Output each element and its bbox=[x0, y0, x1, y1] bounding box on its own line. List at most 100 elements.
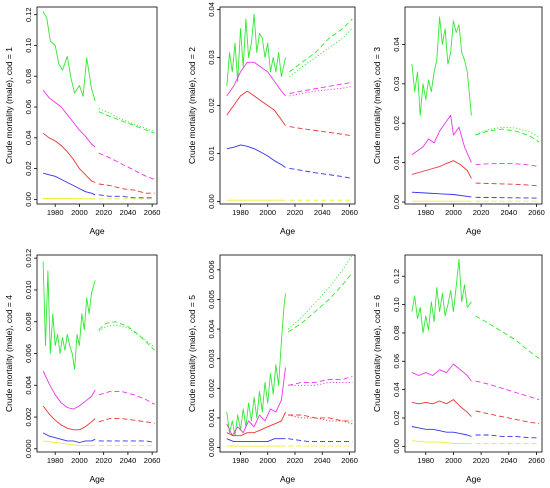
y-tick-label: 0.00 bbox=[207, 194, 216, 209]
series-red-dashed bbox=[98, 183, 155, 194]
x-tick-label: 2000 bbox=[445, 456, 462, 465]
series-magenta-dashed bbox=[475, 162, 540, 168]
x-tick-label: 1980 bbox=[47, 208, 64, 217]
y-tick-label: 0.08 bbox=[392, 326, 401, 341]
x-tick-label: 2040 bbox=[120, 208, 137, 217]
x-tick-label: 2040 bbox=[500, 208, 517, 217]
series-red-solid bbox=[411, 160, 472, 179]
y-tick-label: 0.000 bbox=[207, 438, 216, 457]
series-blue-solid bbox=[411, 426, 472, 437]
series-red-dashed bbox=[475, 182, 540, 187]
series-green-dotted bbox=[287, 254, 353, 330]
y-tick-label: 0.03 bbox=[392, 77, 401, 92]
series-blue-solid bbox=[226, 144, 286, 168]
x-tick-label: 2040 bbox=[120, 456, 137, 465]
x-tick-label: 2000 bbox=[71, 456, 88, 465]
x-axis-title: Age bbox=[89, 474, 104, 484]
panel-6: 1980 2000 2020 2040 2060 0.00 0.02 0.04 0.06 0.08… bbox=[372, 254, 545, 484]
x-tick-label: 2040 bbox=[314, 208, 331, 217]
y-tick-label: 0.04 bbox=[207, 2, 216, 17]
x-axis-title: Age bbox=[280, 474, 295, 484]
y-tick-label: 0.00 bbox=[392, 195, 401, 210]
x-tick-label: 2020 bbox=[473, 456, 490, 465]
series-red-dashed bbox=[288, 414, 353, 422]
plot-frame bbox=[404, 6, 543, 205]
y-axis-title: Crude mortality (male), cod = 1 bbox=[4, 47, 14, 164]
y-tick-label: 0.12 bbox=[24, 7, 33, 22]
series-green-dashed bbox=[475, 315, 540, 359]
x-tick-label: 2060 bbox=[528, 456, 545, 465]
series-red-dashed bbox=[289, 126, 353, 137]
y-axis-title: Crude mortality (male), cod = 5 bbox=[187, 295, 197, 412]
series-green-solid bbox=[411, 16, 472, 116]
series-green-solid bbox=[42, 11, 96, 102]
y-tick-label: 0.02 bbox=[24, 161, 33, 176]
plot-frame bbox=[404, 254, 543, 453]
series-green-dashed bbox=[287, 272, 353, 333]
plot-frame bbox=[219, 254, 356, 453]
series-green-dotted bbox=[98, 324, 155, 348]
y-tick-label: 0.012 bbox=[24, 249, 33, 268]
x-tick-label: 2000 bbox=[259, 208, 276, 217]
y-tick-label: 0.00 bbox=[24, 192, 33, 207]
y-tick-label: 0.002 bbox=[207, 379, 216, 398]
series-red-solid bbox=[42, 132, 96, 183]
y-tick-label: 0.006 bbox=[207, 260, 216, 279]
series-magenta-dashed bbox=[288, 376, 353, 386]
series-blue-dashed bbox=[98, 194, 155, 199]
series-blue-solid bbox=[42, 432, 96, 443]
series-magenta-solid bbox=[42, 89, 96, 148]
y-tick-label: 0.001 bbox=[207, 409, 216, 428]
series-green-dotted bbox=[289, 28, 353, 78]
series-magenta-solid bbox=[226, 367, 286, 437]
x-axis-title: Age bbox=[280, 226, 295, 236]
y-tick-label: 0.06 bbox=[24, 100, 33, 115]
series-red-dotted bbox=[288, 414, 353, 425]
series-magenta-dashed bbox=[475, 380, 540, 401]
y-tick-label: 0.004 bbox=[24, 376, 33, 395]
y-tick-label: 0.000 bbox=[24, 439, 33, 458]
y-tick-label: 0.10 bbox=[392, 297, 401, 312]
y-tick-label: 0.01 bbox=[207, 146, 216, 161]
series-blue-dashed bbox=[98, 440, 155, 443]
y-tick-label: 0.02 bbox=[392, 411, 401, 426]
x-tick-label: 2000 bbox=[71, 208, 88, 217]
x-tick-label: 2020 bbox=[95, 208, 112, 217]
series-red-dashed bbox=[475, 410, 540, 425]
series-magenta-solid bbox=[411, 363, 472, 382]
y-tick-label: 0.003 bbox=[207, 349, 216, 368]
plot-frame bbox=[36, 254, 158, 453]
series-yellow-solid bbox=[411, 440, 472, 444]
series-magenta-dashed bbox=[289, 81, 353, 94]
series-magenta-solid bbox=[411, 114, 472, 163]
series-magenta-solid bbox=[42, 370, 96, 410]
series-magenta-solid bbox=[226, 61, 286, 97]
series-red-solid bbox=[411, 399, 472, 417]
series-green-solid bbox=[226, 293, 286, 437]
series-green-dotted bbox=[98, 108, 155, 133]
series-green-solid bbox=[411, 258, 472, 334]
x-tick-label: 2060 bbox=[341, 208, 358, 217]
series-blue-dashed bbox=[288, 438, 353, 443]
y-tick-label: 0.002 bbox=[24, 408, 33, 427]
series-green-dashed bbox=[475, 128, 540, 143]
series-blue-dashed bbox=[475, 196, 540, 199]
series-yellow-solid bbox=[43, 440, 96, 447]
y-tick-label: 0.004 bbox=[207, 320, 216, 339]
y-tick-label: 0.01 bbox=[392, 155, 401, 170]
series-red-solid bbox=[42, 405, 96, 431]
y-tick-label: 0.010 bbox=[24, 281, 33, 300]
series-green-dashed bbox=[289, 18, 353, 73]
series-blue-dashed bbox=[475, 434, 540, 439]
x-axis-title: Age bbox=[89, 226, 104, 236]
y-tick-label: 0.00 bbox=[392, 439, 401, 454]
panel-1: 1980 2000 2020 2040 2060 0.00 0.02 0.04 0.06 0.08… bbox=[4, 6, 160, 236]
y-tick-label: 0.02 bbox=[392, 116, 401, 131]
x-tick-label: 1980 bbox=[417, 456, 434, 465]
x-tick-label: 2020 bbox=[473, 208, 490, 217]
y-tick-label: 0.04 bbox=[392, 37, 401, 52]
y-tick-label: 0.06 bbox=[392, 354, 401, 369]
x-tick-label: 1980 bbox=[47, 456, 64, 465]
y-axis-title: Crude mortality (male), cod = 2 bbox=[187, 47, 197, 164]
